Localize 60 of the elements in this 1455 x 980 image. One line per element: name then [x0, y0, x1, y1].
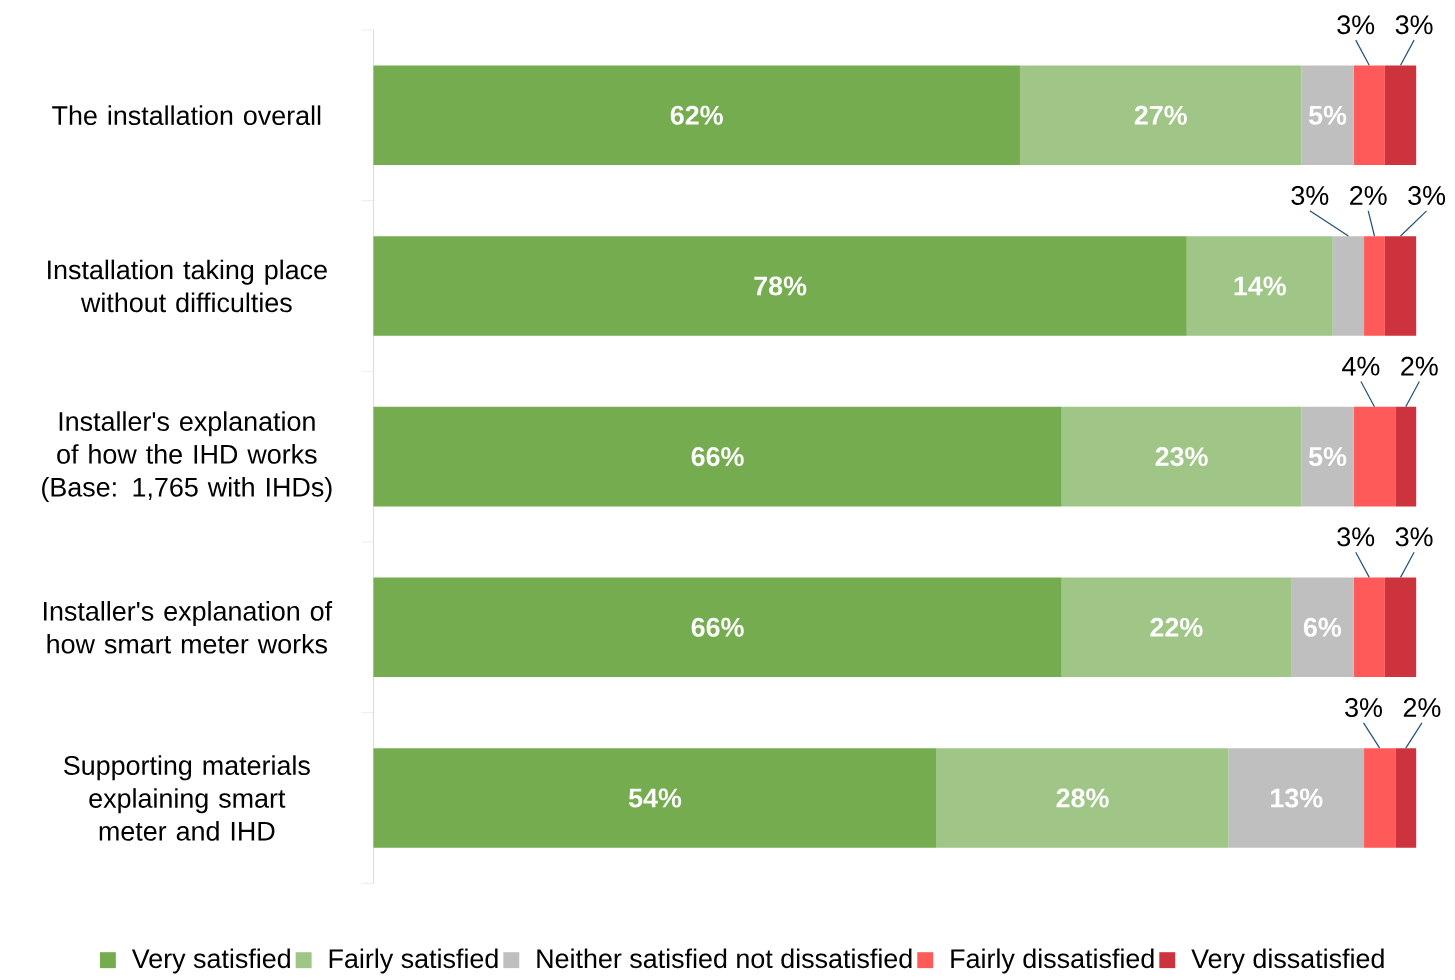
y-tick-label: Supporting materials explaining smart meter and IHD: [64, 755, 310, 841]
y-tick-label: Installation taking place without difficulties: [48, 259, 327, 313]
bar: [1384, 577, 1417, 678]
bar: [1061, 406, 1302, 507]
bar: [1353, 577, 1385, 678]
data-label: 5%: [1308, 105, 1347, 125]
data-label: 62%: [670, 105, 723, 125]
bar: [1186, 236, 1333, 336]
data-label: 14%: [1234, 276, 1286, 296]
data-label: 3%: [1408, 186, 1446, 206]
data-label: 13%: [1271, 788, 1323, 808]
legend-label: Very dissatisfied: [1191, 948, 1384, 974]
bar: [1364, 236, 1385, 336]
bar: [373, 236, 1187, 336]
bar: [1395, 748, 1417, 848]
data-label: 54%: [628, 788, 682, 808]
data-label: 5%: [1308, 447, 1347, 467]
y-tick-label: Installer's explanation of how the IHD works (Base: 1,765 with IHDs): [42, 411, 332, 503]
data-label: 27%: [1134, 105, 1187, 125]
bar: [936, 748, 1229, 848]
data-label: 28%: [1056, 788, 1109, 808]
data-label: 3%: [1345, 698, 1382, 718]
data-label: 66%: [691, 617, 744, 637]
bar: [373, 748, 937, 848]
data-label: 3%: [1395, 527, 1433, 547]
data-label: 22%: [1150, 617, 1203, 637]
data-label: 3%: [1291, 186, 1329, 206]
legend-label: Fairly satisfied: [329, 948, 498, 974]
data-label: 23%: [1155, 447, 1208, 467]
bar: [373, 577, 1062, 678]
data-label: 3%: [1337, 15, 1375, 35]
bar: [1291, 577, 1354, 678]
legend-label: Very satisfied: [131, 948, 290, 974]
bar: [373, 406, 1062, 507]
bar: [1353, 406, 1396, 507]
bar: [1301, 406, 1354, 507]
data-label: 3%: [1395, 15, 1433, 35]
bar: [1384, 65, 1417, 166]
bar: [1395, 406, 1417, 507]
bar: [1061, 577, 1292, 678]
bar: [373, 65, 1020, 166]
data-label: 4%: [1342, 356, 1380, 376]
bar: [1228, 748, 1365, 848]
bar: [1332, 236, 1365, 336]
y-tick-label: The installation overall: [52, 105, 321, 126]
bar: [1364, 748, 1396, 848]
data-label: 2%: [1403, 698, 1441, 718]
y-tick-label: Installer's explanation of how smart meter works: [44, 601, 333, 654]
bar: [1019, 65, 1302, 166]
bar: [1353, 65, 1385, 166]
data-label: 2%: [1401, 356, 1438, 376]
data-label: 66%: [691, 447, 744, 467]
legend-label: Fairly dissatisfied: [951, 948, 1154, 974]
data-label: 2%: [1350, 186, 1387, 205]
data-label: 78%: [754, 276, 807, 296]
data-label: 6%: [1303, 617, 1342, 637]
data-label: 3%: [1337, 527, 1375, 547]
legend-label: Neither satisfied not dissatisfied: [537, 948, 912, 969]
bar: [1301, 65, 1354, 166]
bar: [1384, 236, 1417, 336]
